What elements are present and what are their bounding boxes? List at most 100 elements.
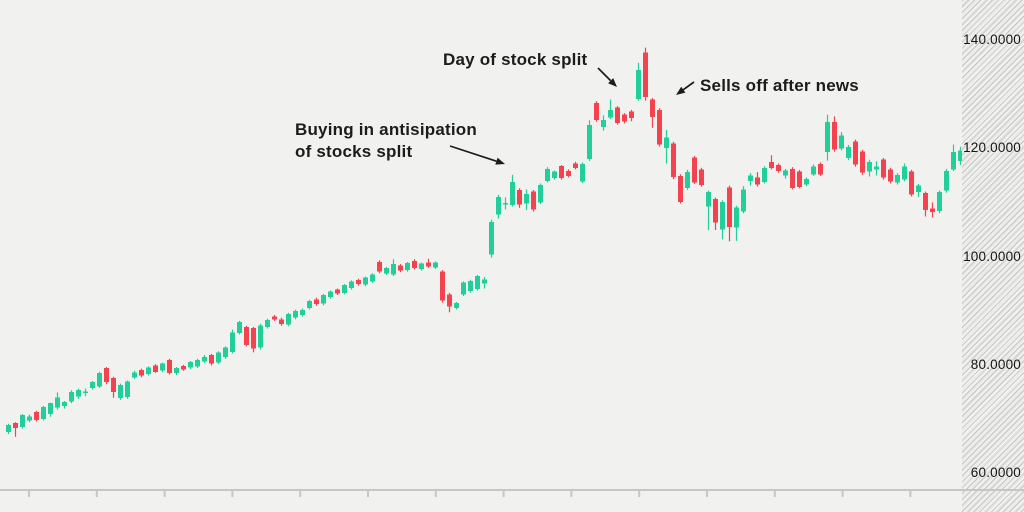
candle-down (398, 264, 403, 273)
candle-down (272, 315, 277, 321)
candle-up (839, 132, 844, 151)
candle-up (496, 194, 501, 219)
candle-down (356, 278, 361, 286)
buying-arrow (449, 145, 505, 165)
candle-up (307, 299, 312, 310)
x-axis-tick (163, 491, 166, 497)
x-axis-tick (434, 491, 437, 497)
candle-down (111, 376, 116, 398)
candle-down (573, 161, 578, 170)
candle-down (13, 422, 18, 437)
candle-up (265, 318, 270, 329)
candle-up (146, 366, 151, 376)
candle-up (720, 200, 725, 240)
candle-up (27, 414, 32, 423)
candle-up (461, 281, 466, 296)
x-axis-tick (28, 491, 30, 497)
candle-down (713, 197, 718, 230)
candle-up (90, 381, 95, 390)
candle-down (314, 297, 319, 306)
candle-down (412, 259, 417, 270)
candle-down (104, 367, 109, 385)
candle-up (748, 173, 753, 186)
candle-up (300, 308, 305, 317)
candle-up (118, 383, 123, 400)
candle-down (377, 260, 382, 274)
candle-up (195, 358, 200, 368)
candle-down (559, 165, 564, 180)
candle-up (48, 402, 53, 417)
candle-up (391, 259, 396, 276)
x-axis-tick (706, 491, 708, 497)
candle-down (881, 158, 886, 180)
candle-up (664, 129, 669, 164)
candle-down (566, 169, 571, 178)
candle-down (440, 270, 445, 303)
candle-up (174, 367, 179, 376)
candle-down (153, 364, 158, 373)
candle-up (741, 186, 746, 214)
candle-up (734, 205, 739, 241)
candle-down (776, 163, 781, 173)
candle-up (902, 163, 907, 182)
right-hatch-band (962, 0, 1024, 512)
selloff-arrow (676, 81, 695, 95)
candle-down (657, 108, 662, 147)
candle-up (706, 190, 711, 230)
candle-down (909, 169, 914, 197)
candle-up (895, 173, 900, 185)
candle-up (482, 277, 487, 289)
candle-down (888, 167, 893, 184)
x-axis-tick (299, 491, 302, 497)
candle-up (41, 405, 46, 421)
candle-down (692, 155, 697, 184)
candle-up (286, 312, 291, 327)
candle-down (167, 358, 172, 375)
candle-up (958, 146, 963, 166)
x-axis-tick (638, 491, 641, 497)
candle-up (811, 164, 816, 176)
candle-up (328, 290, 333, 299)
candle-up (230, 329, 235, 354)
candle-up (454, 302, 459, 310)
candle-up (804, 177, 809, 187)
candle-down (930, 202, 935, 218)
candle-down (181, 364, 186, 371)
candle-up (601, 115, 606, 131)
candle-up (349, 280, 354, 290)
candle-down (531, 190, 536, 212)
candle-down (853, 139, 858, 167)
x-axis-tick (841, 491, 844, 497)
candle-up (685, 169, 690, 190)
candle-down (209, 354, 214, 366)
candle-down (790, 167, 795, 190)
candle-up (510, 174, 515, 207)
candle-down (671, 141, 676, 180)
candle-up (944, 168, 949, 193)
candle-down (797, 169, 802, 189)
candle-up (874, 161, 879, 176)
x-axis-baseline (0, 489, 1024, 491)
candle-up (825, 114, 830, 161)
x-axis-tick (95, 491, 98, 497)
candle-up (321, 293, 326, 306)
candle-down (426, 258, 431, 268)
candle-down (279, 317, 284, 326)
candle-up (475, 274, 480, 291)
candle-up (202, 355, 207, 364)
candle-up (20, 414, 25, 429)
annotation-selloff: Sells off after news (700, 76, 859, 95)
candle-up (608, 99, 613, 120)
annotation-buying: Buying in antisipation of stocks split (295, 119, 477, 163)
candle-down (678, 174, 683, 204)
candle-down (34, 410, 39, 422)
candle-up (552, 170, 557, 180)
candle-up (342, 284, 347, 295)
candle-up (419, 262, 424, 271)
candle-down (923, 191, 928, 217)
candle-up (62, 401, 67, 409)
candle-up (951, 144, 956, 171)
candle-down (769, 155, 774, 170)
